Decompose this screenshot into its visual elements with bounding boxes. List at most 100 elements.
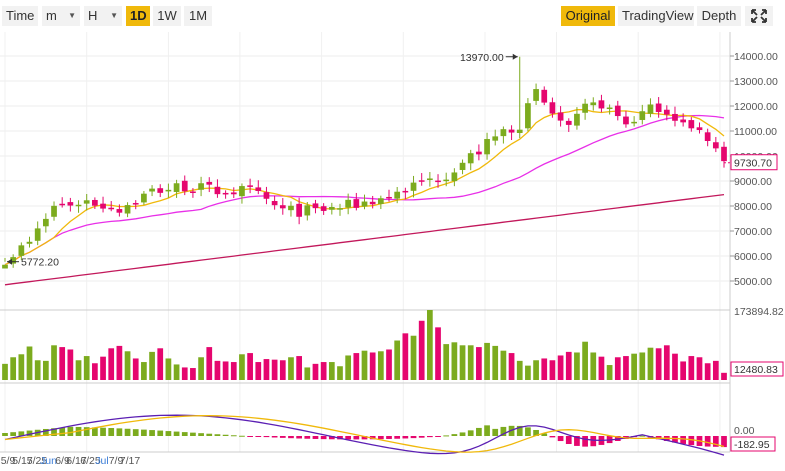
macd-panel: [2, 414, 727, 456]
candle-body: [337, 208, 343, 210]
view-depth-button[interactable]: Depth: [697, 6, 741, 26]
view-original-button[interactable]: Original: [561, 6, 615, 26]
macd-histogram-bar: [451, 434, 458, 436]
macd-histogram-bar: [574, 436, 580, 446]
candle-body: [304, 205, 311, 216]
volume-bar: [328, 362, 335, 380]
candle-body: [108, 207, 115, 210]
fullscreen-button[interactable]: [745, 6, 773, 26]
candle-body: [149, 188, 155, 192]
macd-histogram-bar: [427, 436, 433, 438]
candle-body: [10, 257, 17, 264]
candle-body: [42, 218, 49, 227]
candle-body: [427, 178, 433, 180]
macd-histogram-bar: [255, 436, 262, 437]
candle-body: [230, 192, 237, 195]
volume-bar: [655, 348, 662, 380]
macd-histogram-bar: [51, 428, 57, 436]
volume-bar: [18, 354, 25, 380]
candle-body: [410, 182, 417, 191]
volume-bar: [353, 353, 360, 380]
volume-bar: [639, 352, 646, 380]
volume-bar: [467, 345, 474, 380]
macd-histogram-bar: [271, 436, 278, 438]
candle-body: [26, 241, 33, 244]
macd-histogram-bar: [418, 436, 425, 438]
candle-body: [157, 188, 164, 193]
ma99-path: [4, 193, 725, 286]
view-tradingview-button[interactable]: TradingView: [618, 6, 694, 26]
ma25-path: [4, 114, 725, 266]
hour-interval-select[interactable]: H ▼: [84, 6, 122, 26]
interval-1m-button[interactable]: 1M: [184, 6, 212, 26]
candle-body: [239, 186, 245, 197]
candle-body: [663, 109, 670, 115]
macd-histogram-bar: [410, 436, 417, 439]
high-price-label: 13970.00: [460, 52, 504, 64]
candle-body: [639, 111, 646, 120]
macd-histogram-bar: [190, 432, 196, 436]
macd-histogram-bar: [500, 426, 507, 436]
candle-body: [271, 200, 278, 206]
volume-bar: [606, 365, 613, 380]
candle-body: [590, 102, 597, 106]
candle-body: [328, 206, 335, 210]
date-tick-label: 5/17: [12, 455, 33, 467]
macd-histogram-bar: [173, 431, 180, 436]
chart-grid: [0, 32, 731, 453]
macd-histogram-bar: [590, 436, 597, 447]
price-chart-area[interactable]: 14000.0013000.0012000.0011000.0010000.00…: [0, 32, 785, 471]
price-tick-label: 5000.00: [734, 276, 772, 288]
candle-body: [598, 100, 605, 109]
hour-select-label: H: [88, 8, 98, 23]
volume-bars: [2, 310, 727, 380]
candle-body: [476, 151, 482, 155]
date-tick-label: Jun: [40, 455, 57, 467]
candle-body: [173, 183, 180, 192]
candle-body: [279, 205, 286, 209]
volume-bar: [663, 345, 670, 380]
interval-1w-button[interactable]: 1W: [153, 6, 181, 26]
macd-histogram-bar: [557, 436, 564, 442]
macd-histogram-bar: [59, 427, 66, 436]
minute-interval-select[interactable]: m ▼: [42, 6, 80, 26]
macd-histogram-bar: [345, 436, 352, 440]
macd-last-box: [730, 436, 776, 452]
volume-bar: [296, 356, 302, 380]
macd-histogram-bar: [525, 427, 531, 436]
volume-bar: [288, 357, 294, 380]
chart-annotations: 13970.00 5772.20 9730.70: [7, 52, 778, 269]
candle-body: [361, 201, 368, 207]
candle-body: [704, 132, 711, 141]
volume-max-label: 173894.82: [734, 306, 784, 318]
macd-histogram-bar: [222, 434, 229, 436]
arrow-right-icon: [512, 53, 518, 60]
candle-body: [124, 205, 131, 214]
volume-bar: [92, 363, 98, 380]
volume-bar: [230, 362, 237, 380]
volume-bar: [614, 357, 621, 380]
macd-histogram-bar: [92, 427, 98, 436]
candle-body: [606, 107, 613, 110]
candle-body: [696, 127, 703, 131]
macd-histogram-bar: [672, 436, 678, 443]
macd-histogram-bar: [83, 427, 90, 436]
candle-body: [492, 136, 499, 141]
macd-histogram-bar: [165, 431, 172, 436]
volume-bar: [34, 360, 41, 380]
volume-bar: [165, 358, 172, 380]
candle-body: [721, 146, 727, 162]
macd-histogram-bar: [443, 435, 450, 437]
candle-body: [51, 205, 57, 217]
macd-histogram-bar: [680, 436, 687, 444]
macd-histogram-bar: [18, 431, 25, 436]
candle-body: [181, 180, 188, 192]
macd-histogram-bar: [10, 432, 17, 436]
price-tick-label: 7000.00: [734, 226, 772, 238]
interval-1d-button[interactable]: 1D: [126, 6, 150, 26]
ma99-line: [4, 193, 725, 286]
date-tick-label: 5/25: [27, 455, 48, 467]
minute-select-label: m: [46, 8, 57, 23]
macd-histogram-bar: [247, 436, 253, 437]
macd-histogram-bar: [549, 436, 556, 438]
